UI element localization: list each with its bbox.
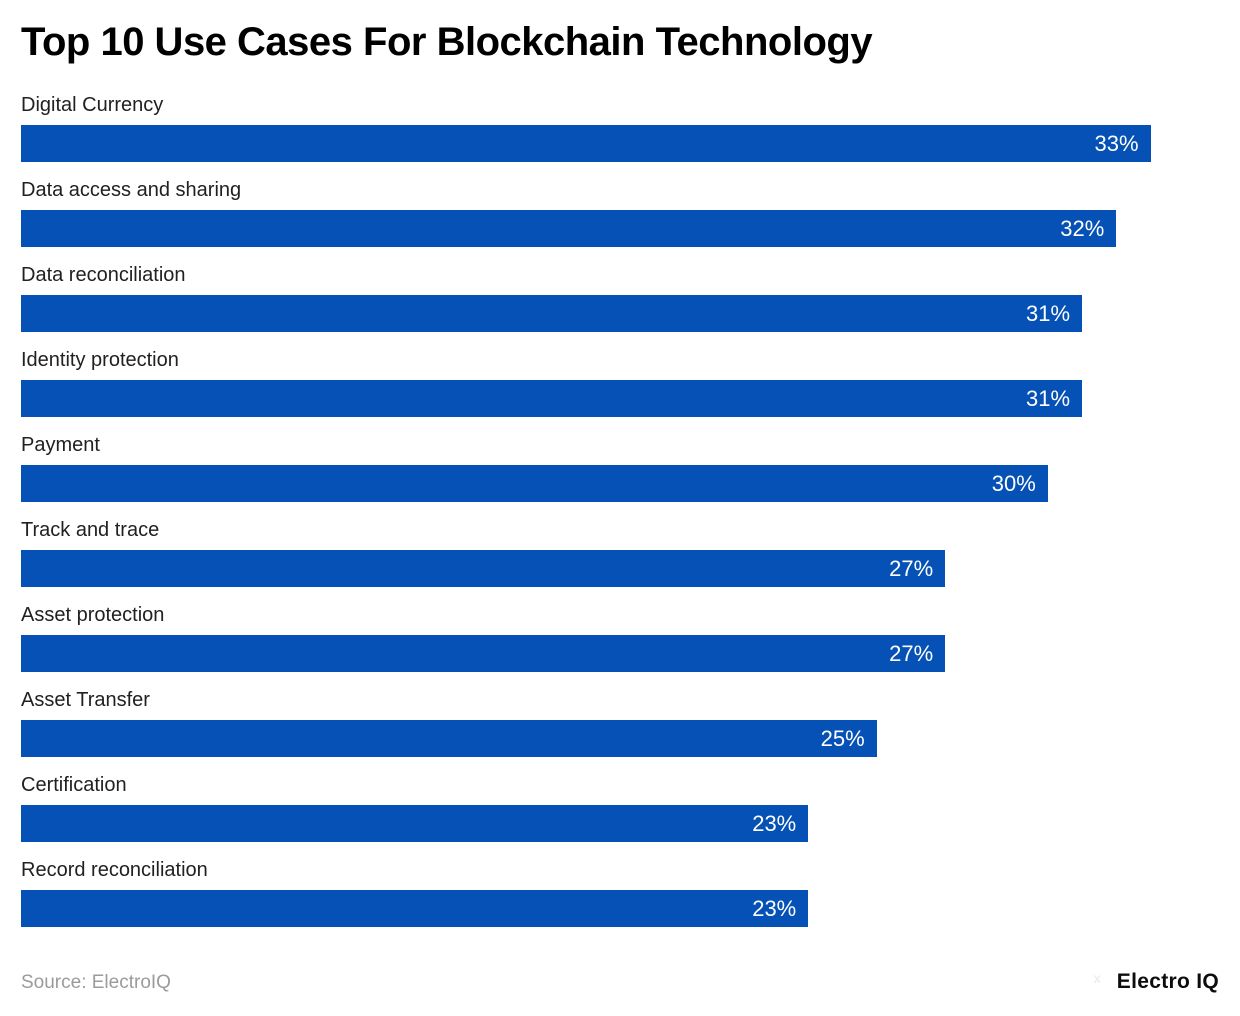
source-note: Source: ElectroIQ bbox=[21, 972, 171, 993]
bar-value-label: 30% bbox=[991, 470, 1036, 496]
bar-row: Payment 30% bbox=[21, 434, 1219, 502]
bar-value-label: 27% bbox=[889, 640, 934, 666]
bar: 31% bbox=[21, 380, 1083, 417]
bar-row: Certification 23% bbox=[21, 774, 1219, 842]
brand-area: ˣ Electro IQ bbox=[1093, 970, 1219, 994]
bar-category-label: Track and trace bbox=[21, 519, 160, 541]
bar: 27% bbox=[21, 635, 946, 672]
bar-category-label: Record reconciliation bbox=[21, 859, 208, 881]
bar-value-label: 32% bbox=[1060, 215, 1105, 241]
bar-value-label: 23% bbox=[752, 810, 797, 836]
bar-row: Track and trace 27% bbox=[21, 519, 1219, 587]
bar-category-label: Asset Transfer bbox=[21, 689, 150, 711]
bar-row: Record reconciliation 23% bbox=[21, 859, 1219, 927]
bar-row: Identity protection 31% bbox=[21, 349, 1219, 417]
bar-row: Asset protection 27% bbox=[21, 604, 1219, 672]
bar-category-label: Data reconciliation bbox=[21, 264, 186, 286]
bar-row: Data reconciliation 31% bbox=[21, 264, 1219, 332]
bar-category-label: Payment bbox=[21, 434, 100, 456]
bar: 32% bbox=[21, 210, 1117, 247]
bar: 25% bbox=[21, 720, 877, 757]
bar-row: Asset Transfer 25% bbox=[21, 689, 1219, 757]
bar: 30% bbox=[21, 465, 1048, 502]
chart-title: Top 10 Use Cases For Blockchain Technolo… bbox=[21, 20, 873, 64]
bar: 23% bbox=[21, 805, 809, 842]
bar-category-label: Certification bbox=[21, 774, 127, 796]
bar-value-label: 33% bbox=[1094, 130, 1139, 156]
bar-value-label: 31% bbox=[1026, 385, 1071, 411]
bar-chart: Digital Currency 33% Data access and shari… bbox=[21, 94, 1219, 927]
bar-value-label: 23% bbox=[752, 895, 797, 921]
bar-row: Digital Currency 33% bbox=[21, 94, 1219, 162]
bar: 27% bbox=[21, 550, 946, 587]
bar-row: Data access and sharing 32% bbox=[21, 179, 1219, 247]
brand-logo: Electro IQ bbox=[1116, 970, 1219, 993]
bar-category-label: Asset protection bbox=[21, 604, 165, 626]
bar-category-label: Identity protection bbox=[21, 349, 179, 371]
brand-mark-icon: ˣ bbox=[1093, 971, 1101, 993]
bar: 33% bbox=[21, 125, 1151, 162]
bar-value-label: 31% bbox=[1026, 300, 1071, 326]
bar-category-label: Digital Currency bbox=[21, 94, 164, 116]
chart-footer: Source: ElectroIQ ˣ Electro IQ bbox=[21, 970, 1219, 994]
bar-value-label: 25% bbox=[820, 725, 865, 751]
bar-value-label: 27% bbox=[889, 555, 934, 581]
bar-category-label: Data access and sharing bbox=[21, 179, 242, 201]
bar: 31% bbox=[21, 295, 1083, 332]
bar: 23% bbox=[21, 890, 809, 927]
